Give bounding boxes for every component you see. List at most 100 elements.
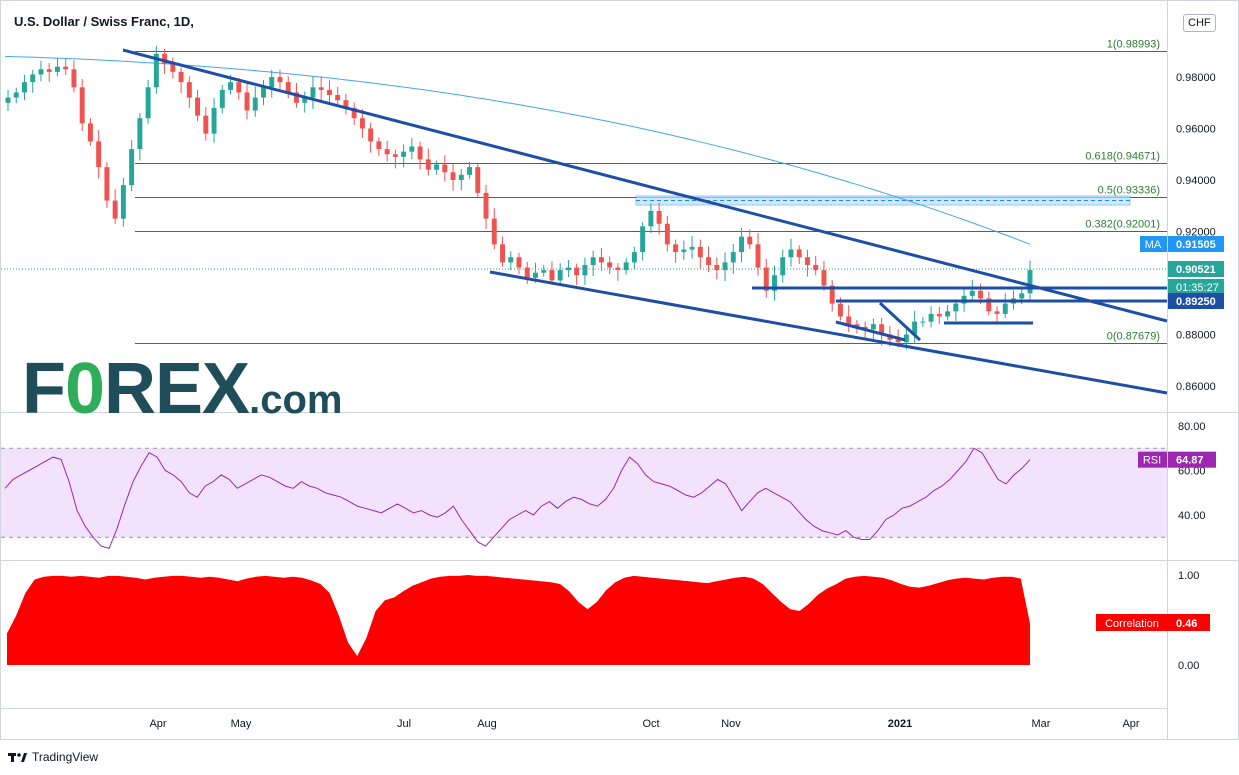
candle-body[interactable]	[409, 146, 415, 152]
candle-body[interactable]	[417, 146, 423, 160]
candle-body[interactable]	[706, 257, 712, 265]
rsi-line[interactable]	[4, 447, 1031, 550]
trend-lines[interactable]	[122, 48, 1168, 395]
candle-body[interactable]	[903, 334, 909, 343]
candle-body[interactable]	[1027, 270, 1033, 294]
candle-body[interactable]	[203, 115, 209, 134]
candle-body[interactable]	[533, 272, 538, 278]
candle-body[interactable]	[392, 154, 398, 157]
candle-body[interactable]	[945, 311, 951, 317]
candle-body[interactable]	[302, 97, 308, 103]
candle-body[interactable]	[648, 210, 654, 227]
candle-body[interactable]	[607, 262, 613, 268]
candle-body[interactable]	[590, 257, 596, 265]
tradingview-footer[interactable]: TradingView	[8, 750, 98, 764]
candle-body[interactable]	[120, 185, 126, 219]
candle-body[interactable]	[623, 262, 629, 271]
candle-body[interactable]	[1002, 303, 1008, 314]
candle-body[interactable]	[79, 87, 85, 124]
currency-badge[interactable]: CHF	[1183, 14, 1216, 32]
candle-body[interactable]	[483, 192, 489, 219]
candle-body[interactable]	[129, 149, 135, 186]
wedge-upper-line[interactable]	[878, 301, 922, 342]
candle-body[interactable]	[978, 290, 984, 299]
candle-body[interactable]	[986, 298, 992, 312]
candle-body[interactable]	[178, 71, 184, 83]
candle-body[interactable]	[467, 167, 473, 175]
candle-body[interactable]	[153, 53, 159, 88]
lower-channel-line[interactable]	[489, 270, 1168, 395]
candle-body[interactable]	[442, 164, 448, 173]
candle-body[interactable]	[219, 89, 225, 108]
candle-body[interactable]	[846, 316, 852, 325]
candle-body[interactable]	[780, 257, 786, 276]
candle-body[interactable]	[804, 257, 810, 265]
candle-body[interactable]	[87, 123, 93, 142]
candle-body[interactable]	[730, 252, 736, 263]
candle-body[interactable]	[1019, 293, 1025, 299]
candle-body[interactable]	[598, 257, 604, 263]
candle-body[interactable]	[796, 249, 802, 258]
candle-body[interactable]	[145, 87, 151, 119]
candle-body[interactable]	[936, 313, 942, 317]
candle-body[interactable]	[261, 87, 266, 98]
candle-body[interactable]	[71, 69, 77, 88]
candle-body[interactable]	[104, 167, 110, 201]
candle-body[interactable]	[228, 82, 234, 90]
candle-body[interactable]	[335, 95, 341, 101]
candle-body[interactable]	[656, 210, 662, 224]
candle-body[interactable]	[739, 236, 745, 253]
candle-body[interactable]	[920, 321, 926, 323]
candle-body[interactable]	[359, 118, 365, 129]
candle-body[interactable]	[673, 244, 679, 253]
candle-body[interactable]	[252, 97, 258, 111]
candle-body[interactable]	[211, 107, 217, 134]
candle-body[interactable]	[994, 311, 1000, 314]
candle-body[interactable]	[38, 69, 44, 75]
candle-body[interactable]	[722, 262, 728, 271]
candle-body[interactable]	[640, 226, 646, 253]
candle-body[interactable]	[401, 151, 407, 157]
candle-body[interactable]	[516, 257, 522, 268]
candle-body[interactable]	[549, 270, 555, 281]
candle-body[interactable]	[755, 244, 761, 268]
candle-body[interactable]	[813, 264, 819, 271]
candle-body[interactable]	[928, 313, 934, 322]
candle-body[interactable]	[631, 252, 637, 263]
candle-body[interactable]	[458, 174, 464, 180]
candle-body[interactable]	[186, 82, 192, 98]
candle-body[interactable]	[236, 82, 242, 93]
candle-body[interactable]	[30, 74, 36, 83]
candle-body[interactable]	[22, 82, 27, 93]
wedge-lower-line[interactable]	[835, 320, 906, 342]
upper-channel-line[interactable]	[122, 48, 1168, 323]
candle-body[interactable]	[13, 92, 19, 98]
candle-body[interactable]	[162, 53, 168, 65]
candle-body[interactable]	[714, 264, 720, 271]
candle-body[interactable]	[112, 200, 118, 219]
candle-body[interactable]	[763, 267, 769, 291]
candle-body[interactable]	[351, 107, 357, 119]
candle-body[interactable]	[318, 87, 324, 90]
candle-body[interactable]	[195, 97, 201, 116]
candle-body[interactable]	[384, 149, 390, 155]
candle-body[interactable]	[285, 82, 291, 93]
candle-body[interactable]	[772, 275, 777, 291]
candle-body[interactable]	[508, 257, 514, 263]
candle-body[interactable]	[343, 100, 349, 108]
candle-body[interactable]	[524, 267, 530, 278]
candle-body[interactable]	[269, 77, 275, 88]
candle-body[interactable]	[376, 141, 382, 150]
candle-body[interactable]	[689, 246, 695, 250]
candle-body[interactable]	[310, 87, 316, 98]
candle-body[interactable]	[574, 267, 580, 276]
candle-body[interactable]	[837, 303, 843, 317]
correlation-area[interactable]	[7, 575, 1030, 665]
candle-body[interactable]	[434, 164, 440, 170]
candle-body[interactable]	[63, 66, 69, 70]
candle-body[interactable]	[500, 244, 505, 263]
candle-body[interactable]	[615, 267, 621, 271]
candle-body[interactable]	[326, 89, 332, 96]
candle-body[interactable]	[557, 270, 563, 281]
